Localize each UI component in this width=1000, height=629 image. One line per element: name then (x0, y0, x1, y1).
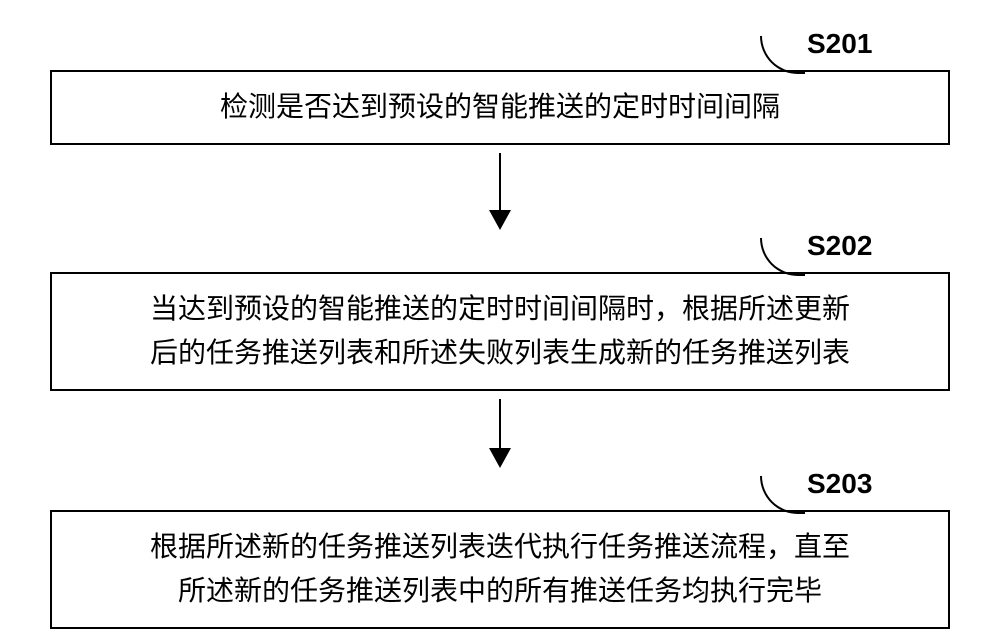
step-text-line1: 根据所述新的任务推送列表迭代执行任务推送流程，直至 (150, 532, 850, 563)
step-row: S201 检测是否达到预设的智能推送的定时时间间隔 (50, 70, 950, 145)
arrow-head (489, 448, 511, 468)
label-connector-curve (760, 36, 805, 74)
step-label-wrap: S201 (760, 28, 872, 74)
label-connector-curve (760, 238, 805, 276)
step-box: 检测是否达到预设的智能推送的定时时间间隔 (50, 70, 950, 145)
step-box: 当达到预设的智能推送的定时时间间隔时，根据所述更新 后的任务推送列表和所述失败列… (50, 272, 950, 391)
step-row: S202 当达到预设的智能推送的定时时间间隔时，根据所述更新 后的任务推送列表和… (50, 272, 950, 391)
step-label: S201 (807, 28, 872, 60)
arrow-down (50, 399, 950, 468)
step-text-line2: 后的任务推送列表和所述失败列表生成新的任务推送列表 (150, 338, 850, 369)
arrow-line (499, 399, 502, 449)
step-text-line2: 所述新的任务推送列表中的所有推送任务均执行完毕 (178, 576, 822, 607)
step-label: S202 (807, 230, 872, 262)
step-text-line1: 当达到预设的智能推送的定时时间间隔时，根据所述更新 (150, 294, 850, 325)
step-box: 根据所述新的任务推送列表迭代执行任务推送流程，直至 所述新的任务推送列表中的所有… (50, 510, 950, 629)
arrow-down (50, 153, 950, 230)
flowchart-container: S201 检测是否达到预设的智能推送的定时时间间隔 S202 当达到预设的智能推… (50, 30, 950, 629)
step-label-wrap: S202 (760, 230, 872, 276)
step-label-wrap: S203 (760, 468, 872, 514)
step-text: 检测是否达到预设的智能推送的定时时间间隔 (220, 92, 780, 123)
arrow-line (499, 153, 502, 211)
label-connector-curve (760, 476, 805, 514)
step-row: S203 根据所述新的任务推送列表迭代执行任务推送流程，直至 所述新的任务推送列… (50, 510, 950, 629)
step-label: S203 (807, 468, 872, 500)
arrow-head (489, 210, 511, 230)
